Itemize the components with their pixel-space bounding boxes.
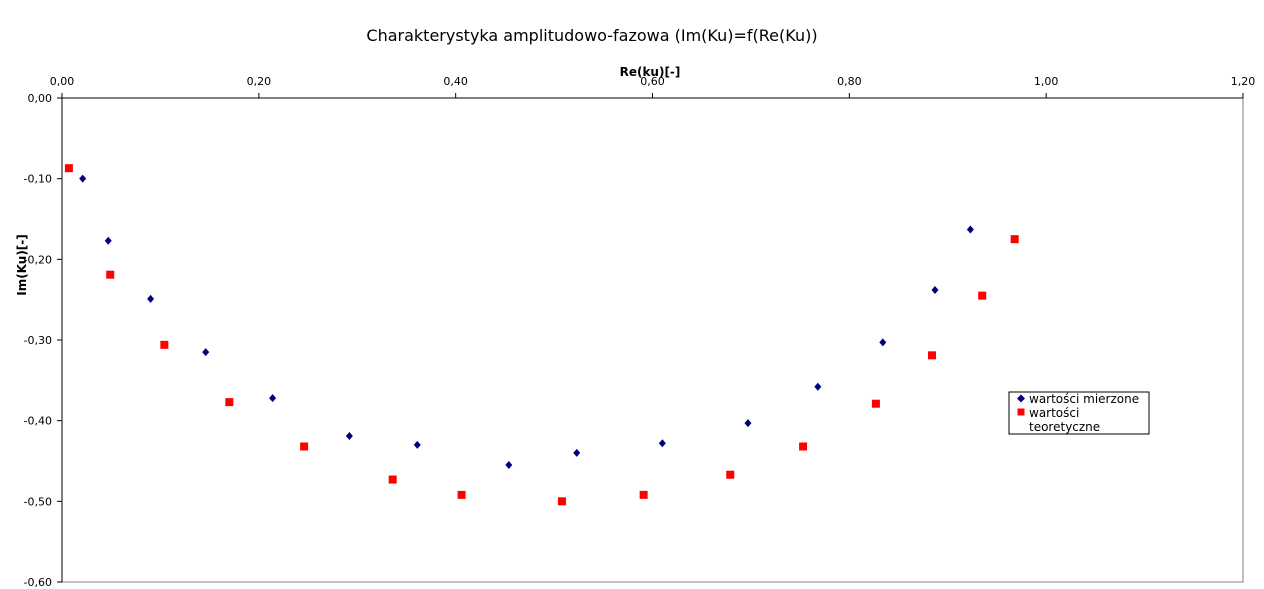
theoretical-point: [928, 351, 937, 360]
theoretical-point: [557, 497, 566, 506]
chart-title: Charakterystyka amplitudowo-fazowa (Im(K…: [366, 26, 817, 45]
theoretical-point: [300, 442, 309, 451]
theoretical-point: [639, 490, 648, 499]
y-axis: 0,00 -0,10 -0,20 -0,30 -0,40 -0,50 -0,60: [24, 92, 63, 589]
x-tick-label: 1,20: [1231, 75, 1256, 88]
x-tick-label: 0,80: [837, 75, 862, 88]
y-tick-label: -0,50: [24, 495, 52, 508]
legend-marker-theoretical: [1017, 408, 1025, 416]
measured-point: [658, 439, 666, 448]
theoretical-point: [160, 340, 169, 349]
y-tick-label: 0,00: [28, 92, 53, 105]
legend-box: [1008, 391, 1150, 435]
measured-point: [814, 382, 822, 391]
legend-label-theoretical-line2: teoretyczne: [1029, 420, 1100, 434]
x-tick-label: 0,40: [443, 75, 468, 88]
theoretical-point: [388, 475, 397, 484]
theoretical-point: [871, 399, 880, 408]
theoretical-point: [225, 398, 234, 407]
y-tick-label: -0,20: [24, 253, 52, 266]
x-axis-title: Re(ku)[-]: [620, 65, 681, 79]
x-tick-label: 1,00: [1034, 75, 1059, 88]
measured-point: [79, 174, 87, 183]
measured-point: [147, 294, 155, 303]
x-tick-label: 0,00: [50, 75, 75, 88]
measured-point: [879, 338, 887, 347]
y-tick-label: -0,40: [24, 415, 52, 428]
theoretical-point: [106, 270, 115, 279]
y-tick-label: -0,60: [24, 576, 52, 589]
measured-point: [966, 225, 974, 234]
measured-point: [345, 431, 353, 440]
theoretical-point: [726, 470, 735, 479]
legend-label-measured: wartości mierzone: [1029, 392, 1139, 406]
data-points: [64, 164, 1019, 506]
measured-point: [202, 348, 210, 357]
measured-point: [744, 419, 752, 428]
x-tick-label: 0,20: [247, 75, 272, 88]
measured-point: [269, 394, 277, 403]
theoretical-point: [978, 291, 987, 300]
plot-area: [61, 97, 1244, 583]
measured-point: [413, 440, 421, 449]
legend: wartości mierzone wartości teoretyczne: [1008, 391, 1150, 435]
theoretical-point: [64, 164, 73, 173]
x-tick-label: 0,60: [640, 75, 665, 88]
legend-label-theoretical-line1: wartości: [1029, 406, 1079, 420]
measured-point: [931, 285, 939, 294]
theoretical-point: [457, 490, 466, 499]
theoretical-point: [1010, 235, 1019, 244]
y-tick-label: -0,10: [24, 173, 52, 186]
legend-label-theoretical: wartości teoretyczne: [1029, 406, 1100, 434]
theoretical-point: [799, 442, 808, 451]
measured-point: [573, 448, 581, 457]
measured-point: [505, 461, 513, 470]
legend-marker-measured: [1017, 394, 1025, 403]
y-tick-label: -0,30: [24, 334, 52, 347]
y-axis-title: Im(Ku)[-]: [15, 234, 29, 296]
measured-point: [104, 236, 112, 245]
x-axis: 0,00 0,20 0,40 0,60 0,80 1,00 1,20: [50, 75, 1256, 99]
